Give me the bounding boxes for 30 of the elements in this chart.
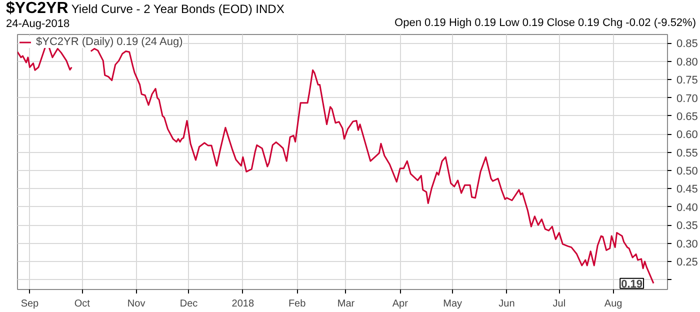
- y-tick-label: 0.55: [676, 147, 698, 160]
- chart-subtitle: 24-Aug-2018: [6, 18, 70, 30]
- y-tick-label: 0.50: [676, 166, 698, 178]
- x-tick-label: Sep: [20, 298, 40, 310]
- x-tick-label: Mar: [337, 298, 356, 310]
- y-tick-label: 0.25: [676, 256, 698, 268]
- x-tick-label: Oct: [74, 298, 90, 310]
- x-tick-label: 2018: [232, 298, 254, 310]
- y-tick-label: 0.75: [676, 74, 698, 87]
- x-tick-label: Dec: [180, 298, 198, 310]
- y-tick-label: 0.80: [676, 56, 698, 68]
- y-tick-label: 0.85: [676, 38, 698, 50]
- x-tick-label: Nov: [127, 298, 146, 310]
- x-tick-label: Jun: [498, 298, 515, 310]
- y-tick-label: 0.65: [676, 110, 698, 123]
- y-tick-label: 0.45: [676, 184, 698, 196]
- x-tick-label: Feb: [288, 298, 306, 310]
- legend-label: $YC2YR (Daily) 0.19 (24 Aug): [36, 36, 183, 48]
- y-tick-label: 0.60: [676, 129, 698, 142]
- y-tick-label: 0.70: [676, 92, 698, 105]
- text: Open 0.19 High 0.19 Low 0.19 Close 0.19 Chg -0.02 (-9.52%): [394, 16, 696, 30]
- y-tick-label: 0.30: [676, 238, 698, 250]
- x-tick-label: Apr: [392, 298, 409, 310]
- x-tick-label: Jul: [552, 298, 566, 310]
- y-tick-label: 0.35: [676, 220, 698, 232]
- x-tick-label: Aug: [604, 298, 622, 310]
- x-tick-label: May: [443, 298, 462, 310]
- chart-title: $YC2YR Yield Curve - 2 Year Bonds (EOD) INDX: [6, 0, 284, 17]
- annotation: 0.19: [621, 278, 643, 290]
- y-tick-label: 0.40: [676, 202, 698, 214]
